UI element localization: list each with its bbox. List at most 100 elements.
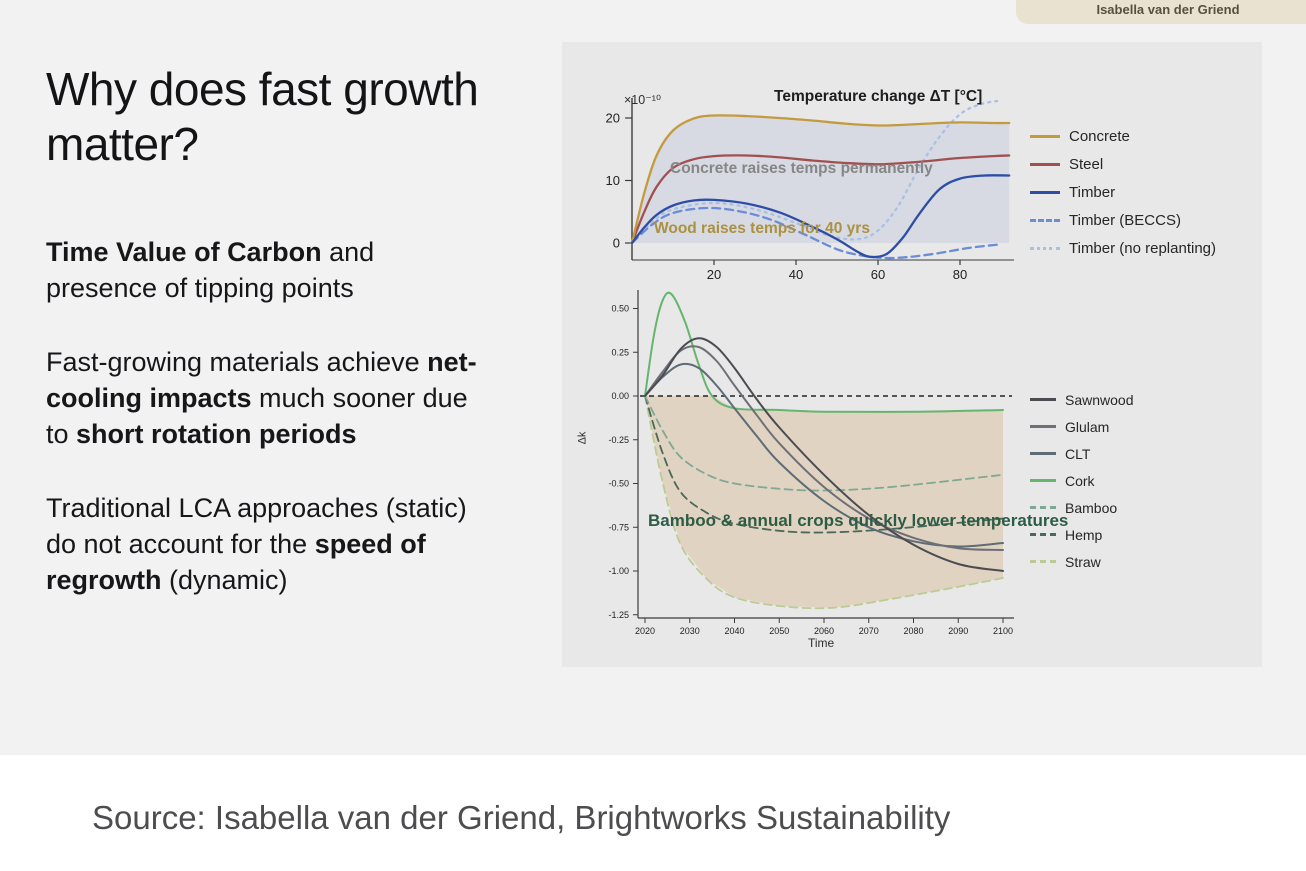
series-line-timber [630,174,1011,259]
y-tick-label: 10 [606,173,620,188]
legend-label: Cork [1065,472,1095,489]
legend-label: Sawnwood [1065,391,1134,408]
x-tick-label: 2090 [948,626,968,636]
series-line-sawnwood [644,337,1004,572]
legend-item-glulam: Glulam [1030,413,1134,440]
line-swatch-icon [1030,533,1056,536]
slide-background: Isabella van der Griend Why does fast gr… [0,0,1306,755]
series-line-steel [630,154,1011,245]
annotation-bamboo: Bamboo & annual crops quickly lower temp… [648,511,1069,530]
shaded-region-top [632,115,1010,243]
legend-label: Glulam [1065,418,1110,435]
speaker-badge: Isabella van der Griend [1016,0,1306,24]
paragraph-time-value: Time Value of Carbon and presence of tip… [46,234,486,306]
line-swatch-icon [1030,398,1056,401]
legend-label: Straw [1065,553,1101,570]
legend-item-cork: Cork [1030,467,1134,494]
line-swatch-icon [1030,425,1056,428]
legend-item-hemp: Hemp [1030,521,1134,548]
legend-label: Bamboo [1065,499,1118,516]
text-net-cooling-impacts: net-cooling impacts [46,347,477,413]
chart2-x-axis-label: Time [808,636,835,650]
legend-label: Timber (BECCS) [1069,211,1181,229]
x-tick-label: 40 [789,267,803,282]
text-time-value-of-carbon: Time Value of Carbon [46,237,322,267]
series-line-clt [644,362,1004,548]
legend-item-clt: CLT [1030,440,1134,467]
legend-label: Timber (no replanting) [1069,239,1217,257]
x-tick-label: 2070 [859,626,879,636]
chart2-y-axis-label: Δk [576,431,589,445]
text-fast-growing: Fast-growing materials achieve [46,347,428,377]
legend-item-concrete: Concrete [1030,122,1216,150]
y-tick-label: -0.25 [608,435,629,445]
text-much-sooner: much sooner due to [46,383,468,449]
y-tick-label: -1.25 [608,610,629,620]
legend-item-timber-no-replanting: Timber (no replanting) [1030,234,1216,262]
series-line-bamboo [644,395,1004,492]
legend-label: Steel [1069,155,1104,173]
annotation-wood: Wood raises temps for 40 yrs [654,220,870,237]
x-tick-label: 2030 [680,626,700,636]
legend-item-timber-beccs: Timber (BECCS) [1030,206,1216,234]
y-tick-label: 0 [613,236,620,251]
slide-title: Why does fast growth matter? [46,63,479,170]
series-line-timber-beccs- [630,206,1003,260]
x-tick-label: 60 [871,267,885,282]
series-line-timber-no-replanting- [630,99,1003,245]
y-tick-label: -0.50 [608,479,629,489]
y-tick-label: -0.75 [608,522,629,532]
legend-item-sawnwood: Sawnwood [1030,386,1134,413]
chart2-legend: Sawnwood Glulam CLT Cork Bamboo Hemp Str… [1030,386,1134,575]
legend-label: Concrete [1069,127,1130,145]
paragraph-lca: Traditional LCA approaches (static) do n… [46,490,486,598]
line-swatch-icon [1030,452,1056,455]
chart1-title: Temperature change ΔT [°C] [774,88,983,105]
legend-item-steel: Steel [1030,150,1216,178]
line-swatch-icon [1030,479,1056,482]
chart1-legend: Concrete Steel Timber Timber (BECCS) Tim… [1030,122,1216,262]
paragraph-net-cooling: Fast-growing materials achieve net-cooli… [46,344,486,452]
x-tick-label: 80 [953,267,967,282]
legend-item-straw: Straw [1030,548,1134,575]
legend-label: Hemp [1065,526,1103,543]
source-text: Source: Isabella van der Griend, Brightw… [92,799,951,836]
legend-item-timber: Timber [1030,178,1216,206]
line-swatch-icon [1030,560,1056,563]
left-column: Why does fast growth matter? Time Value … [46,62,486,598]
x-tick-label: 2040 [724,626,744,636]
x-tick-label: 2080 [903,626,923,636]
line-swatch-icon [1030,246,1060,250]
speaker-name: Isabella van der Griend [1096,2,1240,17]
series-line-cork [644,291,1004,413]
text-tipping-points: and presence of tipping points [46,237,375,303]
line-swatch-icon [1030,162,1060,166]
line-swatch-icon [1030,506,1056,509]
text-speed-of-regrowth: speed of regrowth [46,529,426,595]
x-tick-label: 20 [707,267,721,282]
line-swatch-icon [1030,134,1060,138]
series-line-hemp [644,395,1004,534]
y-tick-label: 0.50 [611,304,629,314]
x-tick-label: 2020 [635,626,655,636]
y-tick-label: -1.00 [608,566,629,576]
y-tick-label: 0.25 [611,347,629,357]
x-tick-label: 2060 [814,626,834,636]
text-short-rotation-periods: short rotation periods [76,419,357,449]
y-tick-label: 0.00 [611,391,629,401]
annotation-concrete: Concrete raises temps permanently [670,160,933,177]
series-line-glulam [644,345,1004,551]
series-line-concrete [630,114,1011,245]
chart1-exponent-note: ×10⁻¹⁰ [624,93,661,107]
series-line-straw [644,395,1004,610]
text-traditional-lca: Traditional LCA approaches (static) do n… [46,493,467,559]
legend-item-bamboo: Bamboo [1030,494,1134,521]
line-swatch-icon [1030,218,1060,222]
y-tick-label: 20 [606,111,620,126]
text-dynamic: (dynamic) [161,565,288,595]
x-tick-label: 2100 [993,626,1013,636]
legend-label: Timber [1069,183,1116,201]
source-bar: Source: Isabella van der Griend, Brightw… [0,755,1306,871]
x-tick-label: 2050 [769,626,789,636]
